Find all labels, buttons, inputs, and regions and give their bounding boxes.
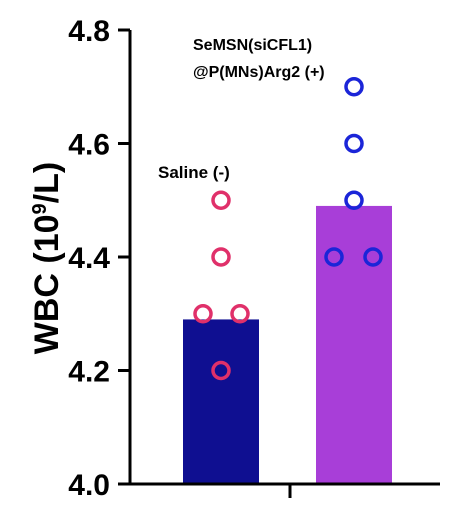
y-tick-label: 4.4 [68, 242, 110, 275]
bar-1 [316, 205, 392, 485]
data-point [344, 190, 364, 210]
y-ticks-group: 4.0 4.2 4.4 4.6 4.8 [68, 15, 130, 502]
bars-group [183, 205, 392, 485]
treatment-annotation-line2: @P(MNs)Arg2 (+) [193, 64, 325, 81]
data-point [193, 304, 213, 324]
treatment-annotation-line1: SeMSN(siCFL1) [193, 37, 312, 54]
bar-0 [183, 319, 259, 484]
y-tick-label: 4.2 [68, 356, 110, 389]
data-point [344, 77, 364, 97]
data-point [363, 247, 383, 267]
y-axis-label: WBC (109/L) [28, 162, 66, 354]
data-point [211, 360, 231, 381]
data-point [211, 247, 231, 267]
data-point [230, 304, 250, 324]
y-tick-label: 4.6 [68, 129, 110, 162]
y-tick-label: 4.0 [68, 469, 110, 502]
saline-annotation: Saline (-) [158, 163, 230, 182]
data-point [211, 190, 231, 210]
y-tick-label: 4.8 [68, 15, 110, 48]
points-group [193, 77, 383, 381]
data-point [324, 247, 344, 267]
data-point [344, 133, 364, 154]
